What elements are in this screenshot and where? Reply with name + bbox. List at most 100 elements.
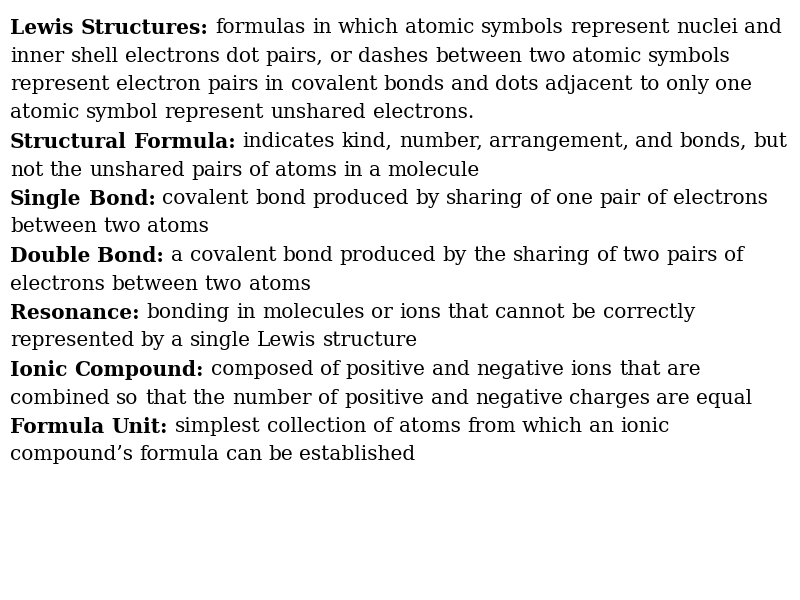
Text: between: between xyxy=(435,46,522,65)
Text: in: in xyxy=(312,18,331,37)
Text: single: single xyxy=(190,331,250,350)
Text: atomic: atomic xyxy=(406,18,474,37)
Text: electrons: electrons xyxy=(10,275,105,293)
Text: are: are xyxy=(656,389,690,407)
Text: positive: positive xyxy=(346,360,426,379)
Text: and: and xyxy=(635,132,673,151)
Text: a: a xyxy=(171,246,183,265)
Text: ions: ions xyxy=(570,360,613,379)
Text: atoms: atoms xyxy=(249,275,310,293)
Text: kind,: kind, xyxy=(342,132,392,151)
Text: of: of xyxy=(373,417,392,436)
Text: only: only xyxy=(666,75,709,94)
Text: the: the xyxy=(193,389,226,407)
Text: indicates: indicates xyxy=(242,132,335,151)
Text: bonding: bonding xyxy=(146,303,230,322)
Text: which: which xyxy=(338,18,399,37)
Text: atoms: atoms xyxy=(398,417,461,436)
Text: dots: dots xyxy=(495,75,538,94)
Text: of: of xyxy=(724,246,744,265)
Text: and: and xyxy=(451,75,489,94)
Text: Formula: Formula xyxy=(10,417,104,437)
Text: by: by xyxy=(415,189,440,208)
Text: be: be xyxy=(571,303,596,322)
Text: correctly: correctly xyxy=(602,303,694,322)
Text: negative: negative xyxy=(474,389,562,407)
Text: electrons: electrons xyxy=(125,46,220,65)
Text: inner: inner xyxy=(10,46,64,65)
Text: number: number xyxy=(232,389,312,407)
Text: dot: dot xyxy=(226,46,259,65)
Text: pairs: pairs xyxy=(207,75,258,94)
Text: pairs,: pairs, xyxy=(266,46,324,65)
Text: atoms: atoms xyxy=(147,217,210,236)
Text: molecules: molecules xyxy=(262,303,365,322)
Text: number,: number, xyxy=(398,132,482,151)
Text: arrangement,: arrangement, xyxy=(489,132,629,151)
Text: positive: positive xyxy=(344,389,424,407)
Text: that: that xyxy=(447,303,489,322)
Text: pairs: pairs xyxy=(666,246,718,265)
Text: bond: bond xyxy=(282,246,334,265)
Text: equal: equal xyxy=(696,389,753,407)
Text: between: between xyxy=(10,217,97,236)
Text: in: in xyxy=(343,160,362,179)
Text: or: or xyxy=(371,303,393,322)
Text: covalent: covalent xyxy=(290,75,377,94)
Text: simplest: simplest xyxy=(174,417,261,436)
Text: Resonance:: Resonance: xyxy=(10,303,140,323)
Text: to: to xyxy=(639,75,659,94)
Text: unshared: unshared xyxy=(270,103,366,122)
Text: formulas: formulas xyxy=(215,18,306,37)
Text: so: so xyxy=(116,389,138,407)
Text: dashes: dashes xyxy=(358,46,429,65)
Text: two: two xyxy=(622,246,660,265)
Text: are: are xyxy=(666,360,700,379)
Text: electrons: electrons xyxy=(673,189,768,208)
Text: sharing: sharing xyxy=(513,246,590,265)
Text: or: or xyxy=(330,46,352,65)
Text: from: from xyxy=(467,417,515,436)
Text: in: in xyxy=(265,75,284,94)
Text: symbol: symbol xyxy=(86,103,158,122)
Text: Lewis: Lewis xyxy=(10,18,74,38)
Text: bonds: bonds xyxy=(383,75,445,94)
Text: an: an xyxy=(590,417,614,436)
Text: of: of xyxy=(597,246,616,265)
Text: adjacent: adjacent xyxy=(545,75,633,94)
Text: produced: produced xyxy=(313,189,409,208)
Text: collection: collection xyxy=(267,417,366,436)
Text: atomic: atomic xyxy=(10,103,79,122)
Text: formula: formula xyxy=(139,445,219,464)
Text: that: that xyxy=(145,389,186,407)
Text: which: which xyxy=(522,417,583,436)
Text: represent: represent xyxy=(10,75,110,94)
Text: sharing: sharing xyxy=(446,189,523,208)
Text: two: two xyxy=(528,46,566,65)
Text: of: of xyxy=(318,389,338,407)
Text: combined: combined xyxy=(10,389,110,407)
Text: Lewis: Lewis xyxy=(257,331,316,350)
Text: Compound:: Compound: xyxy=(74,360,204,380)
Text: be: be xyxy=(268,445,293,464)
Text: of: of xyxy=(320,360,339,379)
Text: nuclei: nuclei xyxy=(676,18,738,37)
Text: one: one xyxy=(556,189,593,208)
Text: Unit:: Unit: xyxy=(111,417,168,437)
Text: cannot: cannot xyxy=(495,303,565,322)
Text: of: of xyxy=(530,189,550,208)
Text: atomic: atomic xyxy=(572,46,642,65)
Text: Bond:: Bond: xyxy=(98,246,164,266)
Text: and: and xyxy=(744,18,782,37)
Text: bonds,: bonds, xyxy=(679,132,747,151)
Text: charges: charges xyxy=(569,389,650,407)
Text: that: that xyxy=(619,360,660,379)
Text: pairs: pairs xyxy=(191,160,242,179)
Text: compound’s: compound’s xyxy=(10,445,133,464)
Text: produced: produced xyxy=(340,246,436,265)
Text: Structures:: Structures: xyxy=(81,18,208,38)
Text: represented: represented xyxy=(10,331,134,350)
Text: ions: ions xyxy=(399,303,441,322)
Text: by: by xyxy=(141,331,165,350)
Text: symbols: symbols xyxy=(648,46,730,65)
